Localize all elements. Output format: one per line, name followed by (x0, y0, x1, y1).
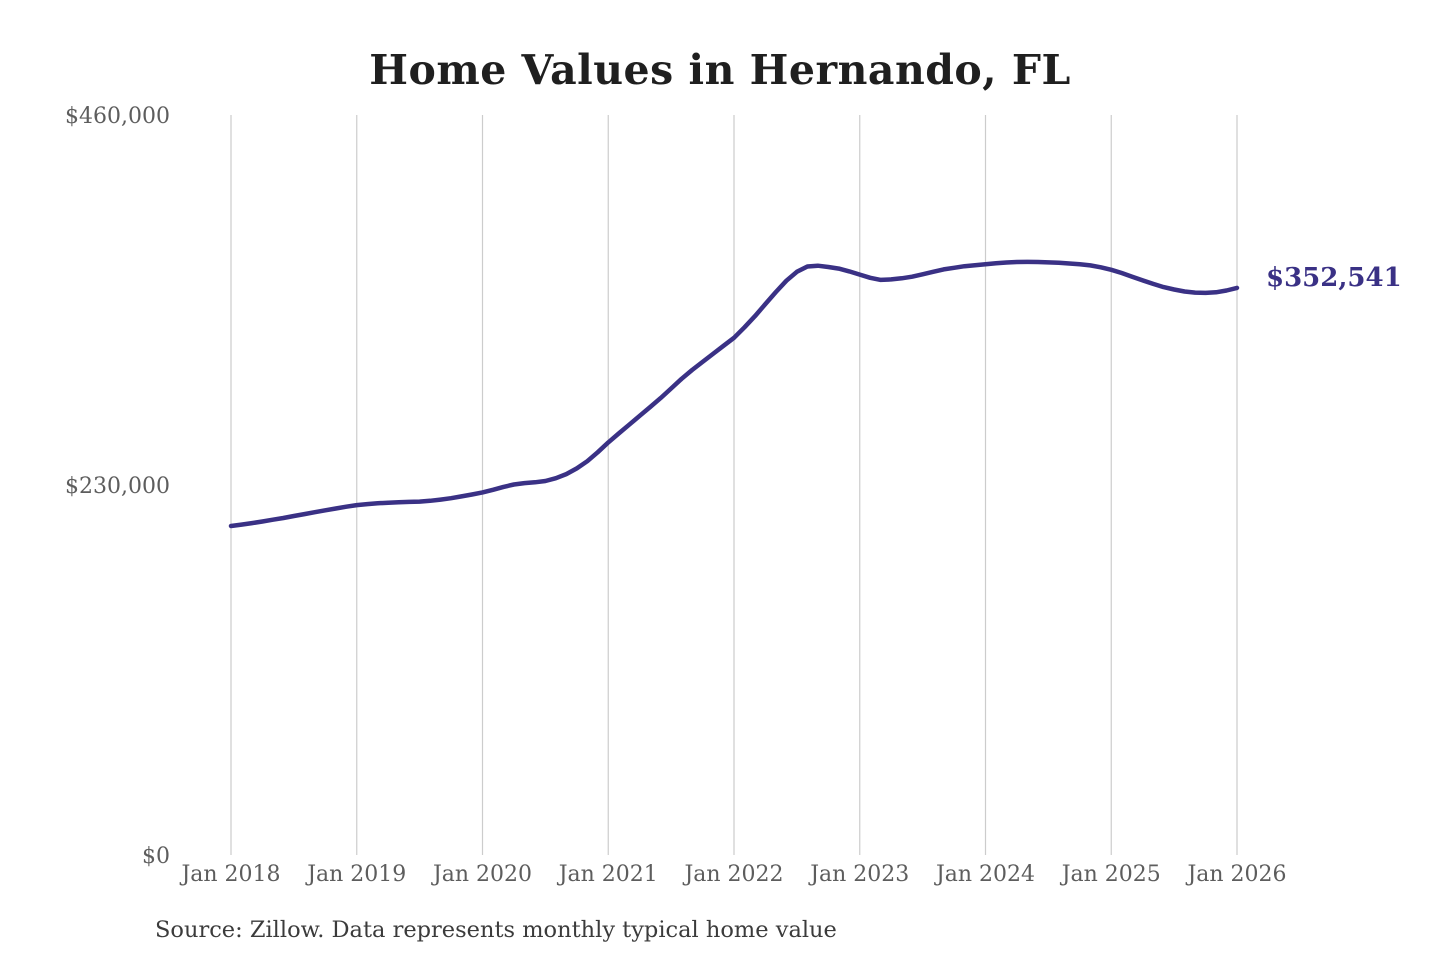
y-tick-label: $460,000 (65, 104, 170, 129)
x-tick-label: Jan 2025 (1060, 862, 1161, 887)
y-tick-label: $230,000 (65, 474, 170, 499)
home-value-series-line (228, 259, 1240, 529)
x-tick-label: Jan 2026 (1185, 862, 1286, 887)
x-tick-label: Jan 2023 (808, 862, 909, 887)
x-tick-label: Jan 2019 (305, 862, 406, 887)
x-tick-label: Jan 2020 (431, 862, 532, 887)
current-value-label: $352,541 (1266, 263, 1402, 293)
y-tick-label: $0 (142, 844, 170, 869)
source-note: Source: Zillow. Data represents monthly … (155, 917, 837, 943)
x-tick-label: Jan 2022 (682, 862, 783, 887)
x-tick-label: Jan 2024 (934, 862, 1035, 887)
x-tick-label: Jan 2018 (179, 862, 280, 887)
chart-title: Home Values in Hernando, FL (369, 46, 1071, 94)
x-tick-label: Jan 2021 (557, 862, 658, 887)
